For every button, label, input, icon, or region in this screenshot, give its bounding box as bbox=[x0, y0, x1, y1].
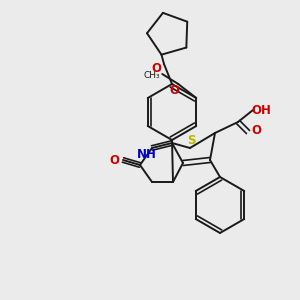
Text: NH: NH bbox=[137, 148, 157, 160]
Text: O: O bbox=[251, 124, 261, 137]
Text: S: S bbox=[187, 134, 195, 146]
Text: O: O bbox=[169, 85, 179, 98]
Text: O: O bbox=[151, 61, 161, 74]
Text: CH₃: CH₃ bbox=[144, 71, 160, 80]
Text: OH: OH bbox=[251, 104, 271, 118]
Text: O: O bbox=[109, 154, 119, 167]
